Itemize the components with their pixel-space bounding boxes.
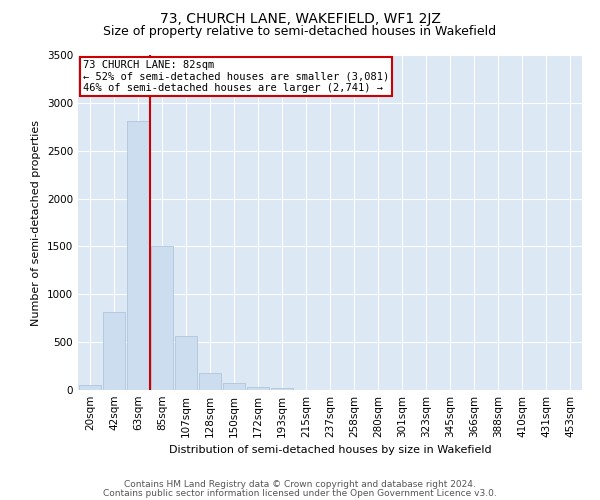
Bar: [247, 387, 269, 390]
Text: Contains HM Land Registry data © Crown copyright and database right 2024.: Contains HM Land Registry data © Crown c…: [124, 480, 476, 489]
X-axis label: Distribution of semi-detached houses by size in Wakefield: Distribution of semi-detached houses by …: [169, 446, 491, 456]
Bar: [79, 384, 101, 390]
Bar: [175, 336, 197, 390]
Text: Size of property relative to semi-detached houses in Wakefield: Size of property relative to semi-detach…: [103, 25, 497, 38]
Bar: [223, 384, 245, 390]
Bar: [151, 246, 173, 390]
Bar: [199, 373, 221, 390]
Text: 73, CHURCH LANE, WAKEFIELD, WF1 2JZ: 73, CHURCH LANE, WAKEFIELD, WF1 2JZ: [160, 12, 440, 26]
Bar: [127, 121, 149, 390]
Bar: [271, 388, 293, 390]
Text: Contains public sector information licensed under the Open Government Licence v3: Contains public sector information licen…: [103, 489, 497, 498]
Bar: [103, 312, 125, 390]
Y-axis label: Number of semi-detached properties: Number of semi-detached properties: [31, 120, 41, 326]
Text: 73 CHURCH LANE: 82sqm
← 52% of semi-detached houses are smaller (3,081)
46% of s: 73 CHURCH LANE: 82sqm ← 52% of semi-deta…: [83, 60, 389, 93]
